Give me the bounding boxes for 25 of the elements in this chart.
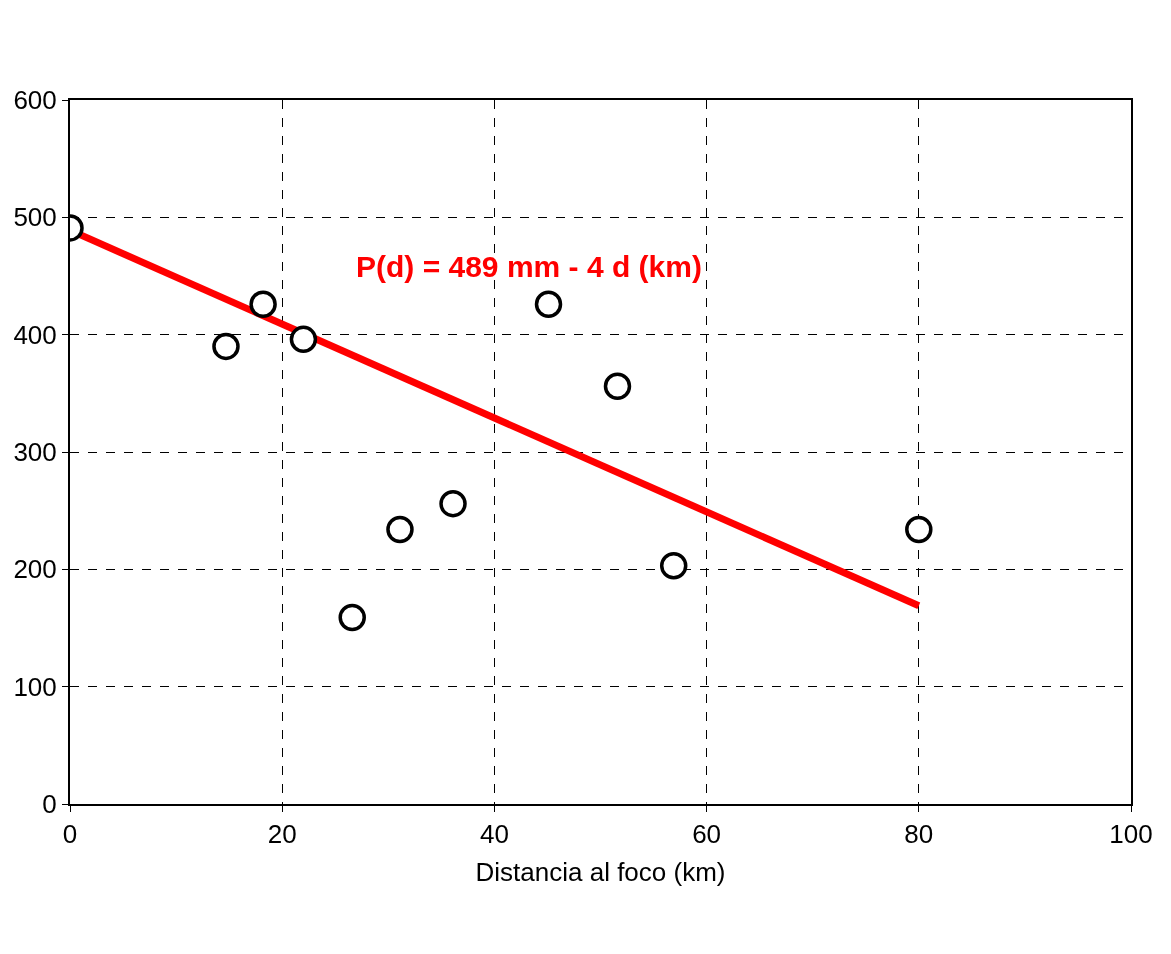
x-tick-label: 100 <box>1109 819 1153 850</box>
y-tick-label: 200 <box>13 554 57 585</box>
point <box>905 515 933 544</box>
x-tick-label: 40 <box>479 819 509 850</box>
y-tick-label: 300 <box>13 437 57 468</box>
point <box>603 372 632 401</box>
point <box>338 603 366 632</box>
x-tick-label: 60 <box>692 819 722 850</box>
point <box>289 325 318 354</box>
annotation: P(d) = 489 mm - 4 d (km) <box>356 250 702 283</box>
point <box>534 290 563 318</box>
x-tick-label: 0 <box>62 819 78 850</box>
y-tick-label: 400 <box>13 319 57 350</box>
x-axis-title: Distancia al foco (km) <box>475 857 726 888</box>
point <box>439 489 467 518</box>
y-tick-label: 0 <box>42 789 57 820</box>
y-tick-label: 100 <box>13 671 57 702</box>
y-tick-label: 500 <box>13 202 57 233</box>
x-tick-label: 80 <box>904 819 934 850</box>
point <box>659 552 688 580</box>
point <box>249 290 277 318</box>
y-tick-label: 600 <box>13 85 57 116</box>
point <box>212 332 240 361</box>
x-tick-label: 20 <box>267 819 297 850</box>
point <box>386 515 414 544</box>
